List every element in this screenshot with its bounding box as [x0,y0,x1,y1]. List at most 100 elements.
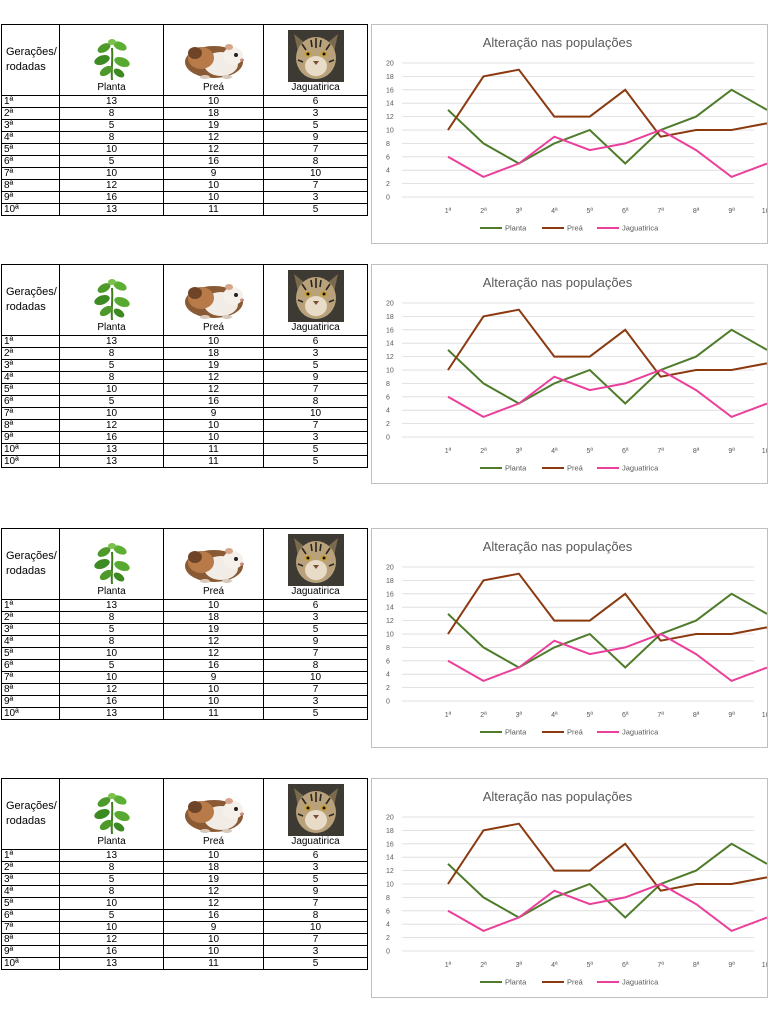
cell-generation: 10ª [1,443,60,456]
cell-jaguatirica: 6 [263,95,368,108]
population-chart: Alteração nas populações 0 2 4 6 8 10 12 14 16 18 2… [371,24,768,244]
table-row: 8ª 12 10 7 [1,419,368,432]
chart-title: Alteração nas populações [483,35,633,50]
cell-prea: 10 [163,683,264,696]
y-tick-label: 4 [386,168,390,175]
table-row: 4ª 8 12 9 [1,885,368,898]
y-tick-label: 18 [386,828,394,835]
cell-generation: 3ª [1,873,60,886]
cell-planta: 5 [59,119,164,132]
cell-generation: 4ª [1,371,60,384]
y-tick-label: 10 [386,632,394,639]
table-row: 7ª 10 9 10 [1,167,368,180]
plant-icon [93,543,130,585]
x-tick-label: 4ª [551,712,558,719]
cell-planta: 8 [59,347,164,360]
cell-jaguatirica: 9 [263,371,368,384]
series-line-1 [447,572,767,642]
cell-planta: 5 [59,155,164,168]
chart-svg: Alteração nas populações 0 2 4 6 8 10 12 14 16 18 2… [386,539,767,737]
cell-jaguatirica: 3 [263,347,368,360]
cell-jaguatirica: 6 [263,599,368,612]
cell-planta: 8 [59,861,164,874]
cell-planta: 10 [59,897,164,910]
y-tick-label: 18 [386,578,394,585]
table-row: 6ª 5 16 8 [1,659,368,672]
x-tick-label: 3ª [516,448,523,455]
cell-prea: 11 [163,957,264,970]
series-line-0 [447,592,767,669]
legend-label: Preá [567,728,584,737]
cell-jaguatirica: 3 [263,191,368,204]
legend-label: Jaguatirica [622,728,659,737]
cell-planta: 10 [59,167,164,180]
population-chart: Alteração nas populações 0 2 4 6 8 10 12 14 16 18 2… [371,528,768,748]
table-row: 1ª 13 10 6 [1,599,368,612]
x-tick-label: 2ª [480,208,487,215]
cell-prea: 10 [163,179,264,192]
cell-prea: 12 [163,371,264,384]
x-tick-label: 6ª [622,962,629,969]
x-tick-label: 9ª [728,962,735,969]
cell-generation: 7ª [1,167,60,180]
table-row: 3ª 5 19 5 [1,623,368,636]
y-tick-label: 4 [386,408,390,415]
x-tick-label: 3ª [516,962,523,969]
cell-prea: 16 [163,659,264,672]
cell-jaguatirica: 5 [263,443,368,456]
header-prea: Preá [163,264,264,336]
x-tick-label: 7ª [657,448,664,455]
cell-generation: 10ª [1,455,60,468]
cell-prea: 18 [163,861,264,874]
cell-generation: 4ª [1,635,60,648]
header-jaguatirica: Jaguatirica [263,24,368,96]
table-row: 9ª 16 10 3 [1,191,368,204]
x-tick-label: 1ª [445,448,452,455]
guinea-pig-icon [184,798,244,833]
y-tick-label: 6 [386,658,390,665]
cell-planta: 16 [59,945,164,958]
plant-icon [93,279,130,321]
cell-planta: 10 [59,143,164,156]
ocelot-icon [287,270,344,322]
population-table: Gerações/ rodadas Planta Preá Jaguatiric… [1,778,368,970]
guinea-pig-icon [184,44,244,79]
y-tick-label: 8 [386,645,390,652]
table-row: 9ª 16 10 3 [1,431,368,444]
cell-jaguatirica: 8 [263,395,368,408]
cell-jaguatirica: 8 [263,659,368,672]
legend-label: Planta [505,464,527,473]
series-line-2 [447,882,767,933]
x-tick-label: 2ª [480,712,487,719]
header-planta-label: Planta [97,322,126,333]
y-tick-label: 12 [386,868,394,875]
cell-planta: 8 [59,635,164,648]
cell-planta: 5 [59,909,164,922]
cell-generation: 3ª [1,623,60,636]
guinea-pig-icon [184,548,244,583]
x-tick-label: 10ª [762,208,767,215]
chart-title: Alteração nas populações [483,539,633,554]
table-row: 4ª 8 12 9 [1,371,368,384]
header-prea: Preá [163,528,264,600]
header-prea-label: Preá [202,82,225,93]
population-table: Gerações/ rodadas Planta Preá Jaguatiric… [1,24,368,216]
header-planta-label: Planta [97,82,126,93]
x-tick-label: 1ª [445,712,452,719]
y-tick-label: 2 [386,181,390,188]
cell-planta: 8 [59,107,164,120]
cell-jaguatirica: 7 [263,419,368,432]
cell-planta: 5 [59,395,164,408]
cell-generation: 2ª [1,611,60,624]
table-row: 1ª 13 10 6 [1,95,368,108]
y-tick-label: 16 [386,327,394,334]
cell-prea: 12 [163,143,264,156]
x-tick-label: 9ª [728,448,735,455]
y-tick-label: 0 [386,435,390,442]
x-tick-label: 2ª [480,962,487,969]
series-line-2 [447,128,767,179]
cell-generation: 4ª [1,131,60,144]
cell-generation: 8ª [1,933,60,946]
population-chart: Alteração nas populações 0 2 4 6 8 10 12 14 16 18 2… [371,778,768,998]
cell-planta: 8 [59,371,164,384]
